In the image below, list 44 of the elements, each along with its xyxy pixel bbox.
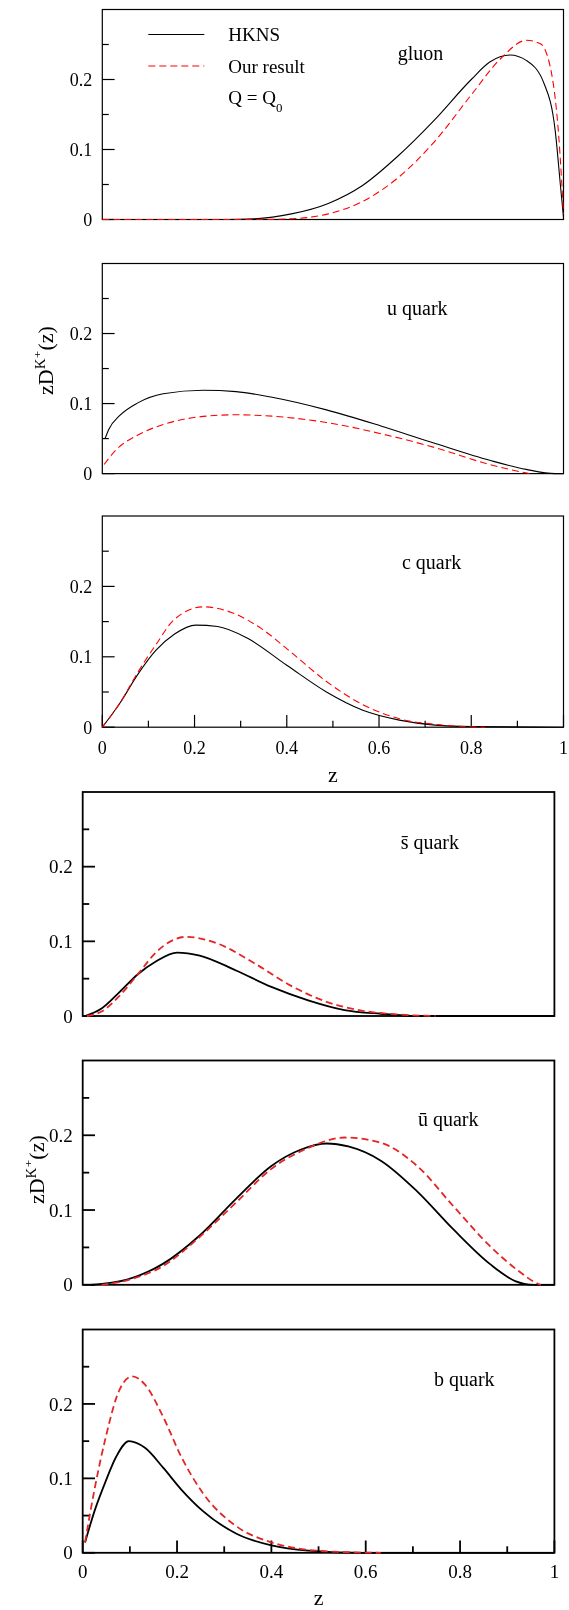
annotation: Q = Q$_{0}$ — [228, 87, 283, 115]
line-series — [101, 606, 486, 728]
annotation: ū quark — [417, 1107, 479, 1131]
y-tick-label: 0.2 — [48, 856, 73, 878]
y-tick-label: 0.2 — [69, 69, 93, 90]
y-tick-label: 0 — [83, 717, 93, 738]
annotation: b quark — [434, 1367, 495, 1391]
y-tick-label: 0 — [83, 463, 93, 484]
annotation: u quark — [387, 297, 448, 321]
x-tick-label: 1 — [549, 1561, 560, 1583]
line-series — [103, 414, 531, 475]
annotation: gluon — [397, 41, 444, 65]
x-tick-label: 0.6 — [353, 1561, 378, 1583]
y-tick-label: 0.1 — [69, 393, 93, 414]
x-axis-title: z — [328, 761, 339, 787]
y-tick-label: 0.2 — [69, 323, 93, 344]
annotation: c quark — [401, 550, 462, 574]
x-tick-label: 0.8 — [460, 737, 483, 758]
y-tick-label: 0 — [83, 209, 93, 230]
x-tick-label: 0.4 — [275, 737, 299, 758]
y-tick-label: 0 — [63, 1274, 73, 1296]
y-tick-label: 0.1 — [48, 1199, 73, 1221]
legend-label: Our result — [228, 55, 306, 77]
line-series — [84, 1375, 382, 1554]
y-tick-label: 0.1 — [69, 139, 93, 160]
y-tick-label: 0.1 — [48, 930, 73, 952]
y-tick-label: 0.1 — [48, 1468, 73, 1490]
y-tick-label: 0.2 — [69, 576, 93, 597]
x-axis-title: z — [313, 1584, 324, 1610]
y-tick-label: 0 — [63, 1542, 73, 1564]
y-tick-label: 0 — [63, 1005, 73, 1027]
y-tick-label: 0.2 — [48, 1393, 73, 1415]
x-tick-label: 0.6 — [367, 737, 391, 758]
x-tick-label: 1 — [559, 737, 568, 758]
x-tick-label: 0 — [97, 737, 107, 758]
x-tick-label: 0.2 — [165, 1561, 189, 1583]
y-tick-label: 0.1 — [69, 647, 93, 668]
x-tick-label: 0.2 — [183, 737, 206, 758]
annotation: s̄ quark — [400, 830, 460, 854]
legend-label: HKNS — [228, 24, 281, 46]
x-tick-label: 0.8 — [448, 1561, 472, 1583]
line-series — [86, 935, 437, 1017]
y-tick-label: 0.2 — [48, 1124, 73, 1146]
x-tick-label: 0.4 — [259, 1561, 284, 1583]
